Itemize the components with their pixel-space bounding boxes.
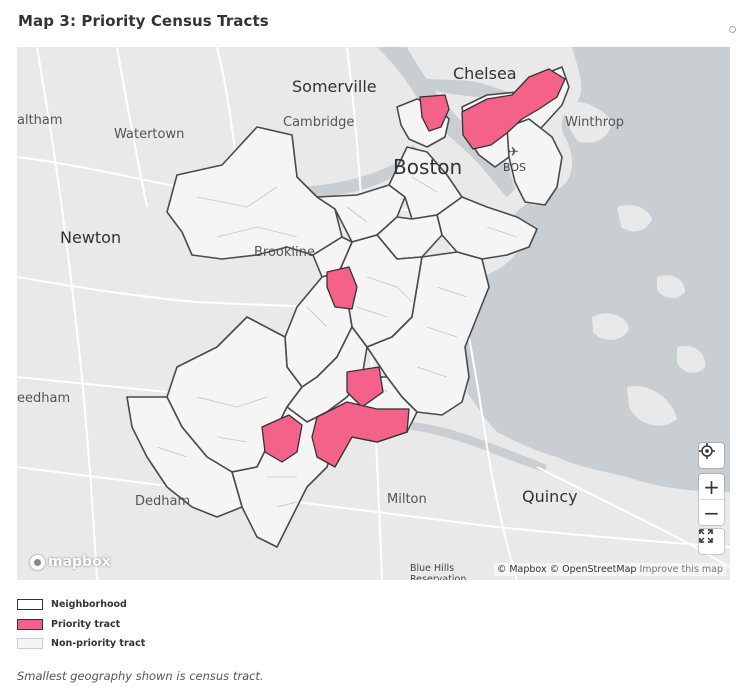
mapbox-logo[interactable]: mapbox xyxy=(30,554,111,570)
zoom-controls: + − xyxy=(699,474,724,525)
neighborhood-dorchester xyxy=(366,251,490,416)
attribution-osm-link[interactable]: © OpenStreetMap xyxy=(549,564,637,575)
neighborhood-logan xyxy=(506,118,563,206)
place-label-boston: Boston xyxy=(393,155,463,179)
island xyxy=(657,275,685,299)
priority-tract xyxy=(419,94,450,132)
fullscreen-button[interactable] xyxy=(699,529,724,554)
zoom-out-button[interactable]: − xyxy=(699,499,724,525)
map-title: Map 3: Priority Census Tracts xyxy=(18,12,269,30)
place-label-cambridge: Cambridge xyxy=(283,115,355,130)
place-label-winthrop: Winthrop xyxy=(565,115,625,130)
place-label-chelsea: Chelsea xyxy=(453,64,517,83)
map-canvas[interactable]: Somerville Chelsea Cambridge Winthrop Wa… xyxy=(17,47,730,580)
legend-swatch-non-priority xyxy=(17,638,43,650)
legend-label: Non-priority tract xyxy=(51,638,146,650)
legend-swatch-neighborhood xyxy=(17,599,43,611)
place-label-newton: Newton xyxy=(60,228,122,247)
place-label-dedham: Dedham xyxy=(135,494,191,509)
water-harbor xyxy=(462,47,730,492)
neighborhood-south-boston xyxy=(436,196,538,260)
attribution-mapbox-link[interactable]: © Mapbox xyxy=(496,564,547,575)
island xyxy=(592,313,629,340)
footnote: Smallest geography shown is census tract… xyxy=(17,669,264,683)
fullscreen-icon xyxy=(699,529,713,543)
crosshair-target-icon xyxy=(699,443,715,459)
island-winthrop xyxy=(562,101,612,143)
place-label-blue-hills: Blue Hills Reservation xyxy=(410,563,467,580)
priority-tract xyxy=(261,414,303,463)
legend-swatch-priority xyxy=(17,618,43,630)
map-attribution: © Mapbox © OpenStreetMap Improve this ma… xyxy=(493,563,726,576)
geolocate-button[interactable] xyxy=(699,443,724,468)
mapbox-logo-icon xyxy=(30,554,45,570)
priority-tract xyxy=(346,366,384,408)
legend-item-neighborhood: Neighborhood xyxy=(17,595,145,615)
island xyxy=(627,386,677,426)
place-label-brookline: Brookline xyxy=(254,245,315,260)
basemap xyxy=(17,47,730,580)
partial-icon xyxy=(729,26,736,33)
place-label-somerville: Somerville xyxy=(292,77,377,96)
legend-item-priority: Priority tract xyxy=(17,615,145,635)
priority-tract xyxy=(326,266,358,310)
place-label-bos: BOS xyxy=(503,161,526,174)
tract-lines xyxy=(156,176,518,508)
neighborhood-west-roxbury-south xyxy=(126,396,243,518)
neighborhood-mission-hill xyxy=(312,236,353,278)
legend-label: Neighborhood xyxy=(51,599,127,611)
legend-item-non-priority: Non-priority tract xyxy=(17,634,145,654)
place-label-needham: eedham xyxy=(17,391,71,406)
airport-icon: ✈ xyxy=(508,145,519,160)
neighborhoods xyxy=(126,66,570,548)
map-legend: Neighborhood Priority tract Non-priority… xyxy=(17,595,145,654)
priority-tract xyxy=(461,68,566,150)
priority-tracts xyxy=(261,68,566,468)
priority-tract xyxy=(311,401,410,468)
island xyxy=(617,205,652,232)
place-label-watertown: Watertown xyxy=(114,127,185,142)
place-label-milton: Milton xyxy=(387,492,427,507)
attribution-improve-link[interactable]: Improve this map xyxy=(639,564,723,575)
legend-label: Priority tract xyxy=(51,618,121,630)
water-neponset xyxy=(411,422,547,472)
island xyxy=(677,345,706,373)
place-label-waltham: altham xyxy=(17,113,63,128)
zoom-in-button[interactable]: + xyxy=(703,474,720,499)
mapbox-logo-text: mapbox xyxy=(48,554,111,570)
place-label-quincy: Quincy xyxy=(522,487,578,506)
